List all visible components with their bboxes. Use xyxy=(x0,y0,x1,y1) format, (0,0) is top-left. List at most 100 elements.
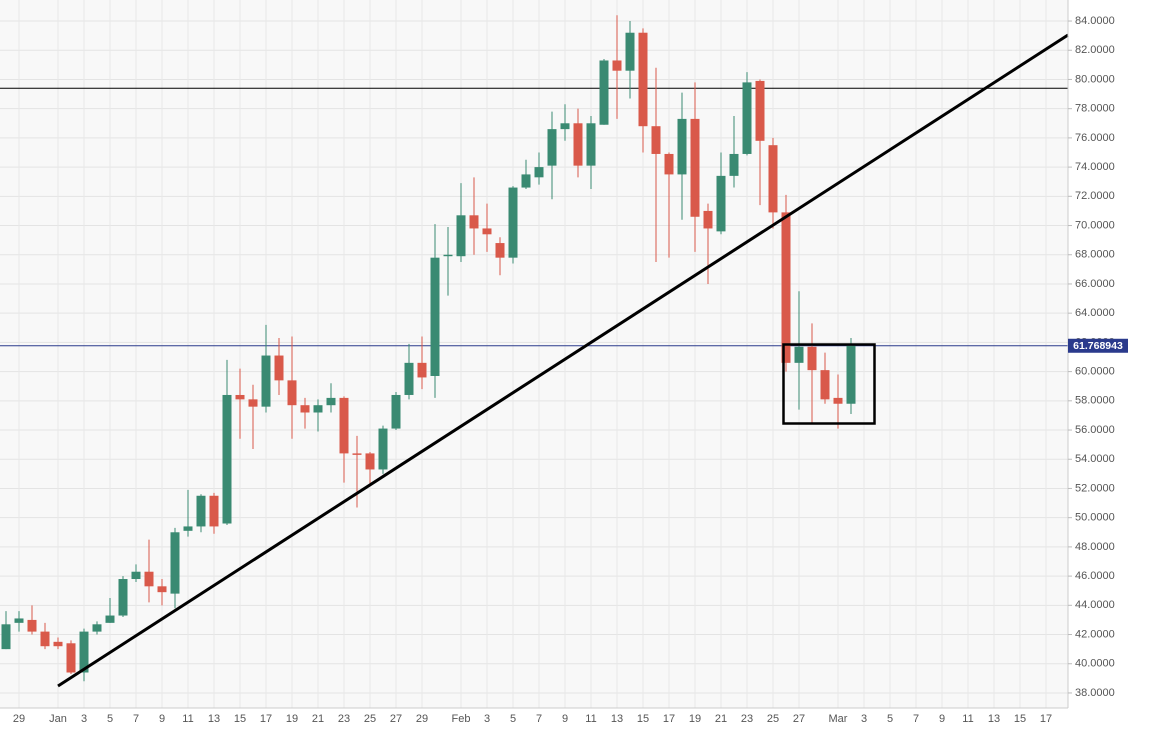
y-tick-label: 52.0000 xyxy=(1075,482,1115,494)
candle-body xyxy=(677,118,687,175)
candle-body xyxy=(573,123,583,166)
candle-body xyxy=(417,362,427,378)
candle-body xyxy=(534,167,544,178)
x-tick-label: 5 xyxy=(887,713,893,725)
x-tick-label: 11 xyxy=(182,713,193,725)
candle-body xyxy=(690,118,700,217)
x-tick-label: 27 xyxy=(390,713,402,725)
x-tick-label: 27 xyxy=(793,713,805,725)
candles xyxy=(1,15,856,682)
x-tick-label: 23 xyxy=(338,713,350,725)
candle-body xyxy=(196,495,206,527)
candle-body xyxy=(248,399,258,407)
y-tick-label: 82.0000 xyxy=(1075,44,1115,56)
y-tick-label: 68.0000 xyxy=(1075,249,1115,261)
candle-body xyxy=(131,571,141,580)
candle-body xyxy=(521,174,531,188)
candle-body xyxy=(40,631,50,647)
candle-body xyxy=(742,82,752,154)
candle-body xyxy=(222,394,232,524)
x-tick-label: Jan xyxy=(49,713,67,725)
y-tick-label: 72.0000 xyxy=(1075,190,1115,202)
y-tick-label: 40.0000 xyxy=(1075,658,1115,670)
y-tick-label: 64.0000 xyxy=(1075,307,1115,319)
x-tick-label: 5 xyxy=(510,713,516,725)
candle-body xyxy=(794,346,804,363)
y-tick-label: 70.0000 xyxy=(1075,219,1115,231)
x-tick-label: 25 xyxy=(767,713,779,725)
candle-body xyxy=(508,187,518,258)
candle-body xyxy=(781,212,791,363)
x-tick-label: 9 xyxy=(562,713,568,725)
candle-body xyxy=(716,175,726,232)
x-tick-label: 17 xyxy=(663,713,675,725)
x-tick-label: 13 xyxy=(611,713,623,725)
candle-body xyxy=(430,257,440,376)
candle-body xyxy=(638,32,648,127)
x-tick-label: 15 xyxy=(1014,713,1026,725)
candle-body xyxy=(495,243,505,258)
candle-body xyxy=(183,526,193,531)
candle-body xyxy=(560,123,570,130)
x-tick-label: 7 xyxy=(913,713,919,725)
candle-body xyxy=(651,126,661,154)
candle-body xyxy=(378,428,388,470)
candle-body xyxy=(482,228,492,235)
candle-body xyxy=(261,355,271,407)
candle-body xyxy=(820,370,830,400)
candle-body xyxy=(105,615,115,623)
x-tick-label: 9 xyxy=(159,713,165,725)
candle-body xyxy=(846,345,856,404)
candle-body xyxy=(170,532,180,594)
candle-body xyxy=(300,405,310,413)
candle-body xyxy=(443,254,453,257)
x-tick-label: 17 xyxy=(260,713,272,725)
candle-body xyxy=(53,641,63,647)
candle-body xyxy=(287,380,297,406)
x-tick-label: 7 xyxy=(133,713,139,725)
price-tag xyxy=(1068,338,1128,353)
y-tick-label: 56.0000 xyxy=(1075,424,1115,436)
candle-body xyxy=(456,215,466,257)
candle-body xyxy=(664,153,674,175)
candle-body xyxy=(118,579,128,616)
x-tick-label: 15 xyxy=(234,713,246,725)
x-tick-label: 9 xyxy=(939,713,945,725)
candle-body xyxy=(547,129,557,166)
y-tick-label: 48.0000 xyxy=(1075,541,1115,553)
y-tick-label: 66.0000 xyxy=(1075,278,1115,290)
candle-body xyxy=(209,495,219,527)
x-tick-label: 3 xyxy=(81,713,87,725)
x-tick-label: 3 xyxy=(484,713,490,725)
x-tick-label: 29 xyxy=(416,713,428,725)
y-tick-label: 44.0000 xyxy=(1075,599,1115,611)
candle-body xyxy=(599,60,609,125)
y-tick-label: 46.0000 xyxy=(1075,570,1115,582)
candle-body xyxy=(274,355,284,381)
x-tick-label: 25 xyxy=(364,713,376,725)
y-tick-label: 60.0000 xyxy=(1075,366,1115,378)
candle-body xyxy=(833,397,843,404)
candle-body xyxy=(66,643,76,673)
candle-body xyxy=(729,153,739,176)
candle-body xyxy=(807,346,817,371)
x-tick-label: Feb xyxy=(452,713,471,725)
candle-body xyxy=(326,397,336,406)
x-tick-label: 5 xyxy=(107,713,113,725)
candle-body xyxy=(92,624,102,632)
candle-body xyxy=(768,145,778,213)
price-tag-label: 61.768943 xyxy=(1073,340,1123,352)
candle-body xyxy=(1,624,11,650)
x-tick-label: 29 xyxy=(13,713,25,725)
x-tick-label: 19 xyxy=(689,713,701,725)
candle-body xyxy=(339,397,349,454)
x-tick-label: 17 xyxy=(1040,713,1052,725)
y-tick-label: 54.0000 xyxy=(1075,453,1115,465)
plot-background xyxy=(0,0,1068,708)
x-tick-label: 19 xyxy=(286,713,298,725)
candle-body xyxy=(469,215,479,229)
y-tick-label: 84.0000 xyxy=(1075,15,1115,27)
candle-body xyxy=(79,631,89,673)
